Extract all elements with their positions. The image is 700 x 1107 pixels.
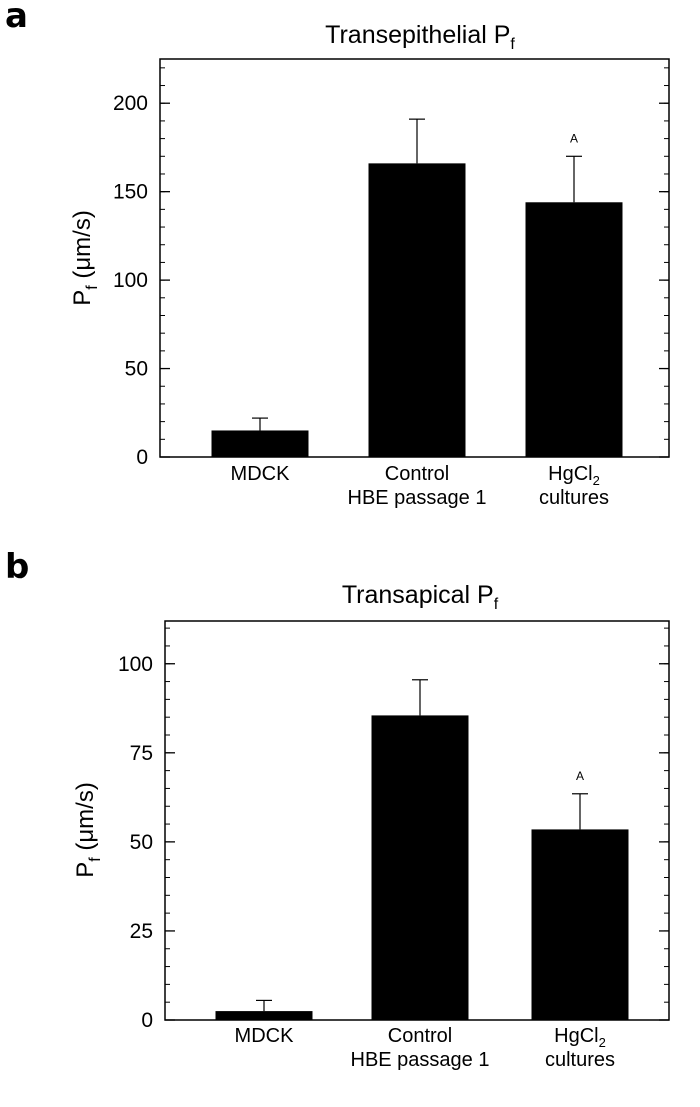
x-category-label-text: cultures bbox=[545, 1049, 615, 1071]
x-category-label: HBE passage 1 bbox=[351, 1049, 490, 1071]
x-category-label-text: HgCl bbox=[554, 1025, 598, 1047]
x-category-label: cultures bbox=[539, 487, 609, 509]
y-tick-label: 50 bbox=[125, 358, 148, 381]
y-axis-label-text: P bbox=[72, 862, 99, 878]
chart-title-subscript: f bbox=[494, 596, 499, 613]
x-category-label: MDCK bbox=[231, 463, 291, 485]
x-category-label-text: cultures bbox=[539, 487, 609, 509]
y-axis-label-text: P bbox=[69, 290, 96, 306]
y-axis-label: Pf (μm/s) bbox=[72, 782, 104, 878]
x-category-label: Control bbox=[385, 463, 449, 485]
panel-letter: b bbox=[5, 547, 29, 587]
x-category-label-text: HBE passage 1 bbox=[351, 1049, 490, 1071]
x-category-label-text: Control bbox=[388, 1025, 452, 1047]
bar-2 bbox=[525, 202, 623, 457]
y-axis-label: Pf (μm/s) bbox=[69, 210, 101, 306]
y-tick-label: 0 bbox=[141, 1009, 153, 1032]
bar-1 bbox=[368, 163, 466, 457]
y-tick-label: 150 bbox=[113, 181, 148, 204]
y-tick-label: 50 bbox=[130, 831, 153, 854]
x-category-label-text: MDCK bbox=[235, 1025, 295, 1047]
x-category-label-text: Control bbox=[385, 463, 449, 485]
significance-annotation: A bbox=[570, 131, 578, 145]
y-tick-label: 25 bbox=[130, 920, 153, 943]
x-category-label-text: MDCK bbox=[231, 463, 291, 485]
chart-title: Transepithelial Pf bbox=[325, 21, 515, 53]
bar-0 bbox=[215, 1011, 313, 1020]
bar-0 bbox=[211, 430, 309, 457]
panel-letter: a bbox=[5, 0, 28, 36]
significance-annotation: A bbox=[576, 769, 584, 783]
chart-title-subscript: f bbox=[510, 36, 515, 53]
x-category-label-subscript: 2 bbox=[593, 473, 600, 488]
bar-1 bbox=[371, 715, 469, 1020]
x-category-label: HgCl2 bbox=[548, 463, 600, 488]
chart-title-text: Transepithelial P bbox=[325, 21, 510, 49]
bar-2 bbox=[531, 829, 629, 1020]
chart-title-text: Transapical P bbox=[342, 581, 494, 609]
x-category-label: Control bbox=[388, 1025, 452, 1047]
x-category-label-subscript: 2 bbox=[599, 1035, 606, 1050]
y-tick-label: 100 bbox=[118, 653, 153, 676]
y-tick-label: 0 bbox=[136, 446, 148, 469]
y-tick-label: 75 bbox=[130, 742, 153, 765]
x-category-label: HBE passage 1 bbox=[348, 487, 487, 509]
x-category-label: MDCK bbox=[235, 1025, 295, 1047]
x-category-label: cultures bbox=[545, 1049, 615, 1071]
x-category-label: HgCl2 bbox=[554, 1025, 606, 1050]
y-axis-label-unit: (μm/s) bbox=[72, 782, 99, 857]
y-axis-label-subscript: f bbox=[87, 857, 104, 862]
x-category-label-text: HBE passage 1 bbox=[348, 487, 487, 509]
y-axis-label-unit: (μm/s) bbox=[69, 210, 96, 285]
chart-title: Transapical Pf bbox=[342, 581, 499, 613]
y-axis-label-subscript: f bbox=[84, 285, 101, 290]
y-tick-label: 200 bbox=[113, 92, 148, 115]
y-tick-label: 100 bbox=[113, 269, 148, 292]
x-category-label-text: HgCl bbox=[548, 463, 592, 485]
